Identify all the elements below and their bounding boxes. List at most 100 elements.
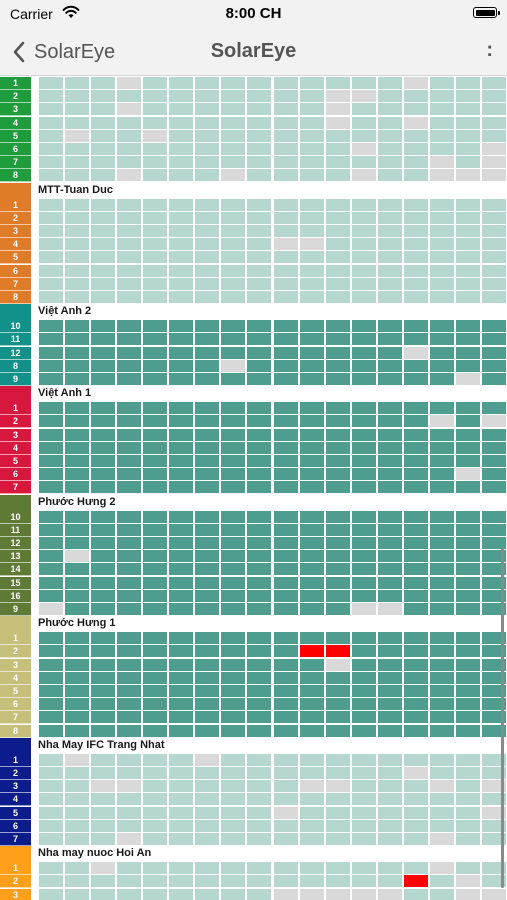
status-cell-ok[interactable] xyxy=(169,77,194,89)
status-cell-ok[interactable] xyxy=(455,198,480,211)
inverter-row-label[interactable]: 7 xyxy=(0,156,31,170)
status-cell-ok[interactable] xyxy=(455,277,480,290)
status-cell-ok[interactable] xyxy=(429,359,454,372)
status-cell-offline[interactable] xyxy=(481,143,506,155)
status-cell-ok[interactable] xyxy=(247,523,272,536)
inverter-row-label[interactable]: 15 xyxy=(0,576,31,590)
status-cell-ok[interactable] xyxy=(377,129,402,142)
status-cell-ok[interactable] xyxy=(455,862,480,875)
status-cell-ok[interactable] xyxy=(221,333,246,346)
status-cell-ok[interactable] xyxy=(65,441,90,454)
status-cell-ok[interactable] xyxy=(143,211,168,224)
status-cell-ok[interactable] xyxy=(273,441,298,454)
status-cell-ok[interactable] xyxy=(143,632,168,645)
status-cell-ok[interactable] xyxy=(143,455,168,467)
status-cell-ok[interactable] xyxy=(221,537,246,549)
inverter-row-label[interactable]: 4 xyxy=(0,441,31,455)
status-cell-ok[interactable] xyxy=(273,698,298,711)
inverter-row-label[interactable]: 4 xyxy=(0,671,31,685)
status-cell-ok[interactable] xyxy=(481,198,506,211)
status-cell-ok[interactable] xyxy=(221,211,246,224)
status-cell-ok[interactable] xyxy=(39,359,64,372)
status-cell-ok[interactable] xyxy=(91,116,116,129)
status-cell-offline[interactable] xyxy=(117,169,142,182)
status-cell-ok[interactable] xyxy=(247,658,272,671)
status-cell-ok[interactable] xyxy=(143,320,168,333)
status-cell-ok[interactable] xyxy=(403,806,428,819)
status-cell-ok[interactable] xyxy=(247,90,272,103)
status-cell-ok[interactable] xyxy=(403,320,428,333)
status-cell-ok[interactable] xyxy=(351,819,376,832)
inverter-row-label[interactable]: 1 xyxy=(0,862,31,876)
status-cell-ok[interactable] xyxy=(91,291,116,303)
status-cell-offline[interactable] xyxy=(351,90,376,103)
status-cell-ok[interactable] xyxy=(429,875,454,888)
status-cell-ok[interactable] xyxy=(377,563,402,576)
status-cell-ok[interactable] xyxy=(299,862,324,875)
status-cell-ok[interactable] xyxy=(273,753,298,766)
status-cell-ok[interactable] xyxy=(169,103,194,116)
status-cell-ok[interactable] xyxy=(299,793,324,806)
status-cell-ok[interactable] xyxy=(39,563,64,576)
status-cell-ok[interactable] xyxy=(351,441,376,454)
status-cell-ok[interactable] xyxy=(325,481,350,494)
status-cell-ok[interactable] xyxy=(195,238,220,251)
status-cell-ok[interactable] xyxy=(39,116,64,129)
status-cell-ok[interactable] xyxy=(39,428,64,441)
status-cell-ok[interactable] xyxy=(91,658,116,671)
status-cell-ok[interactable] xyxy=(377,277,402,290)
status-cell-ok[interactable] xyxy=(195,875,220,888)
status-cell-ok[interactable] xyxy=(455,658,480,671)
status-cell-ok[interactable] xyxy=(429,523,454,536)
status-cell-ok[interactable] xyxy=(299,806,324,819)
status-cell-ok[interactable] xyxy=(403,671,428,684)
status-cell-ok[interactable] xyxy=(143,645,168,658)
status-cell-ok[interactable] xyxy=(455,724,480,737)
status-cell-ok[interactable] xyxy=(39,291,64,303)
status-cell-ok[interactable] xyxy=(39,698,64,711)
status-cell-ok[interactable] xyxy=(247,129,272,142)
status-cell-ok[interactable] xyxy=(351,264,376,277)
status-cell-ok[interactable] xyxy=(273,819,298,832)
status-cell-ok[interactable] xyxy=(195,698,220,711)
status-cell-ok[interactable] xyxy=(299,576,324,589)
status-cell-ok[interactable] xyxy=(481,468,506,481)
status-cell-ok[interactable] xyxy=(39,333,64,346)
status-cell-ok[interactable] xyxy=(481,129,506,142)
status-cell-ok[interactable] xyxy=(169,793,194,806)
status-cell-ok[interactable] xyxy=(455,523,480,536)
status-cell-ok[interactable] xyxy=(351,129,376,142)
status-cell-ok[interactable] xyxy=(195,819,220,832)
status-cell-ok[interactable] xyxy=(117,346,142,359)
status-cell-ok[interactable] xyxy=(91,225,116,237)
status-cell-offline[interactable] xyxy=(481,780,506,793)
status-cell-ok[interactable] xyxy=(299,264,324,277)
status-cell-offline[interactable] xyxy=(455,875,480,888)
status-cell-offline[interactable] xyxy=(351,169,376,182)
status-cell-ok[interactable] xyxy=(351,156,376,169)
status-cell-ok[interactable] xyxy=(325,264,350,277)
status-cell-ok[interactable] xyxy=(221,481,246,494)
status-cell-ok[interactable] xyxy=(325,632,350,645)
inverter-row-label[interactable]: 1 xyxy=(0,632,31,646)
status-cell-ok[interactable] xyxy=(65,632,90,645)
status-cell-ok[interactable] xyxy=(39,685,64,697)
status-cell-ok[interactable] xyxy=(403,143,428,155)
status-cell-ok[interactable] xyxy=(91,428,116,441)
status-cell-ok[interactable] xyxy=(91,550,116,563)
status-cell-ok[interactable] xyxy=(143,603,168,615)
status-cell-offline[interactable] xyxy=(481,156,506,169)
status-cell-ok[interactable] xyxy=(169,481,194,494)
status-cell-ok[interactable] xyxy=(91,711,116,724)
status-cell-ok[interactable] xyxy=(429,264,454,277)
status-cell-ok[interactable] xyxy=(247,724,272,737)
status-cell-ok[interactable] xyxy=(299,875,324,888)
inverter-row-label[interactable]: 5 xyxy=(0,806,31,820)
status-cell-ok[interactable] xyxy=(221,724,246,737)
status-cell-ok[interactable] xyxy=(91,671,116,684)
status-cell-ok[interactable] xyxy=(429,103,454,116)
section-header[interactable]: Nha May IFC Trang Nhat xyxy=(0,737,507,754)
inverter-row-label[interactable]: 11 xyxy=(0,333,31,347)
status-cell-ok[interactable] xyxy=(39,441,64,454)
inverter-row-label[interactable]: 3 xyxy=(0,888,31,900)
